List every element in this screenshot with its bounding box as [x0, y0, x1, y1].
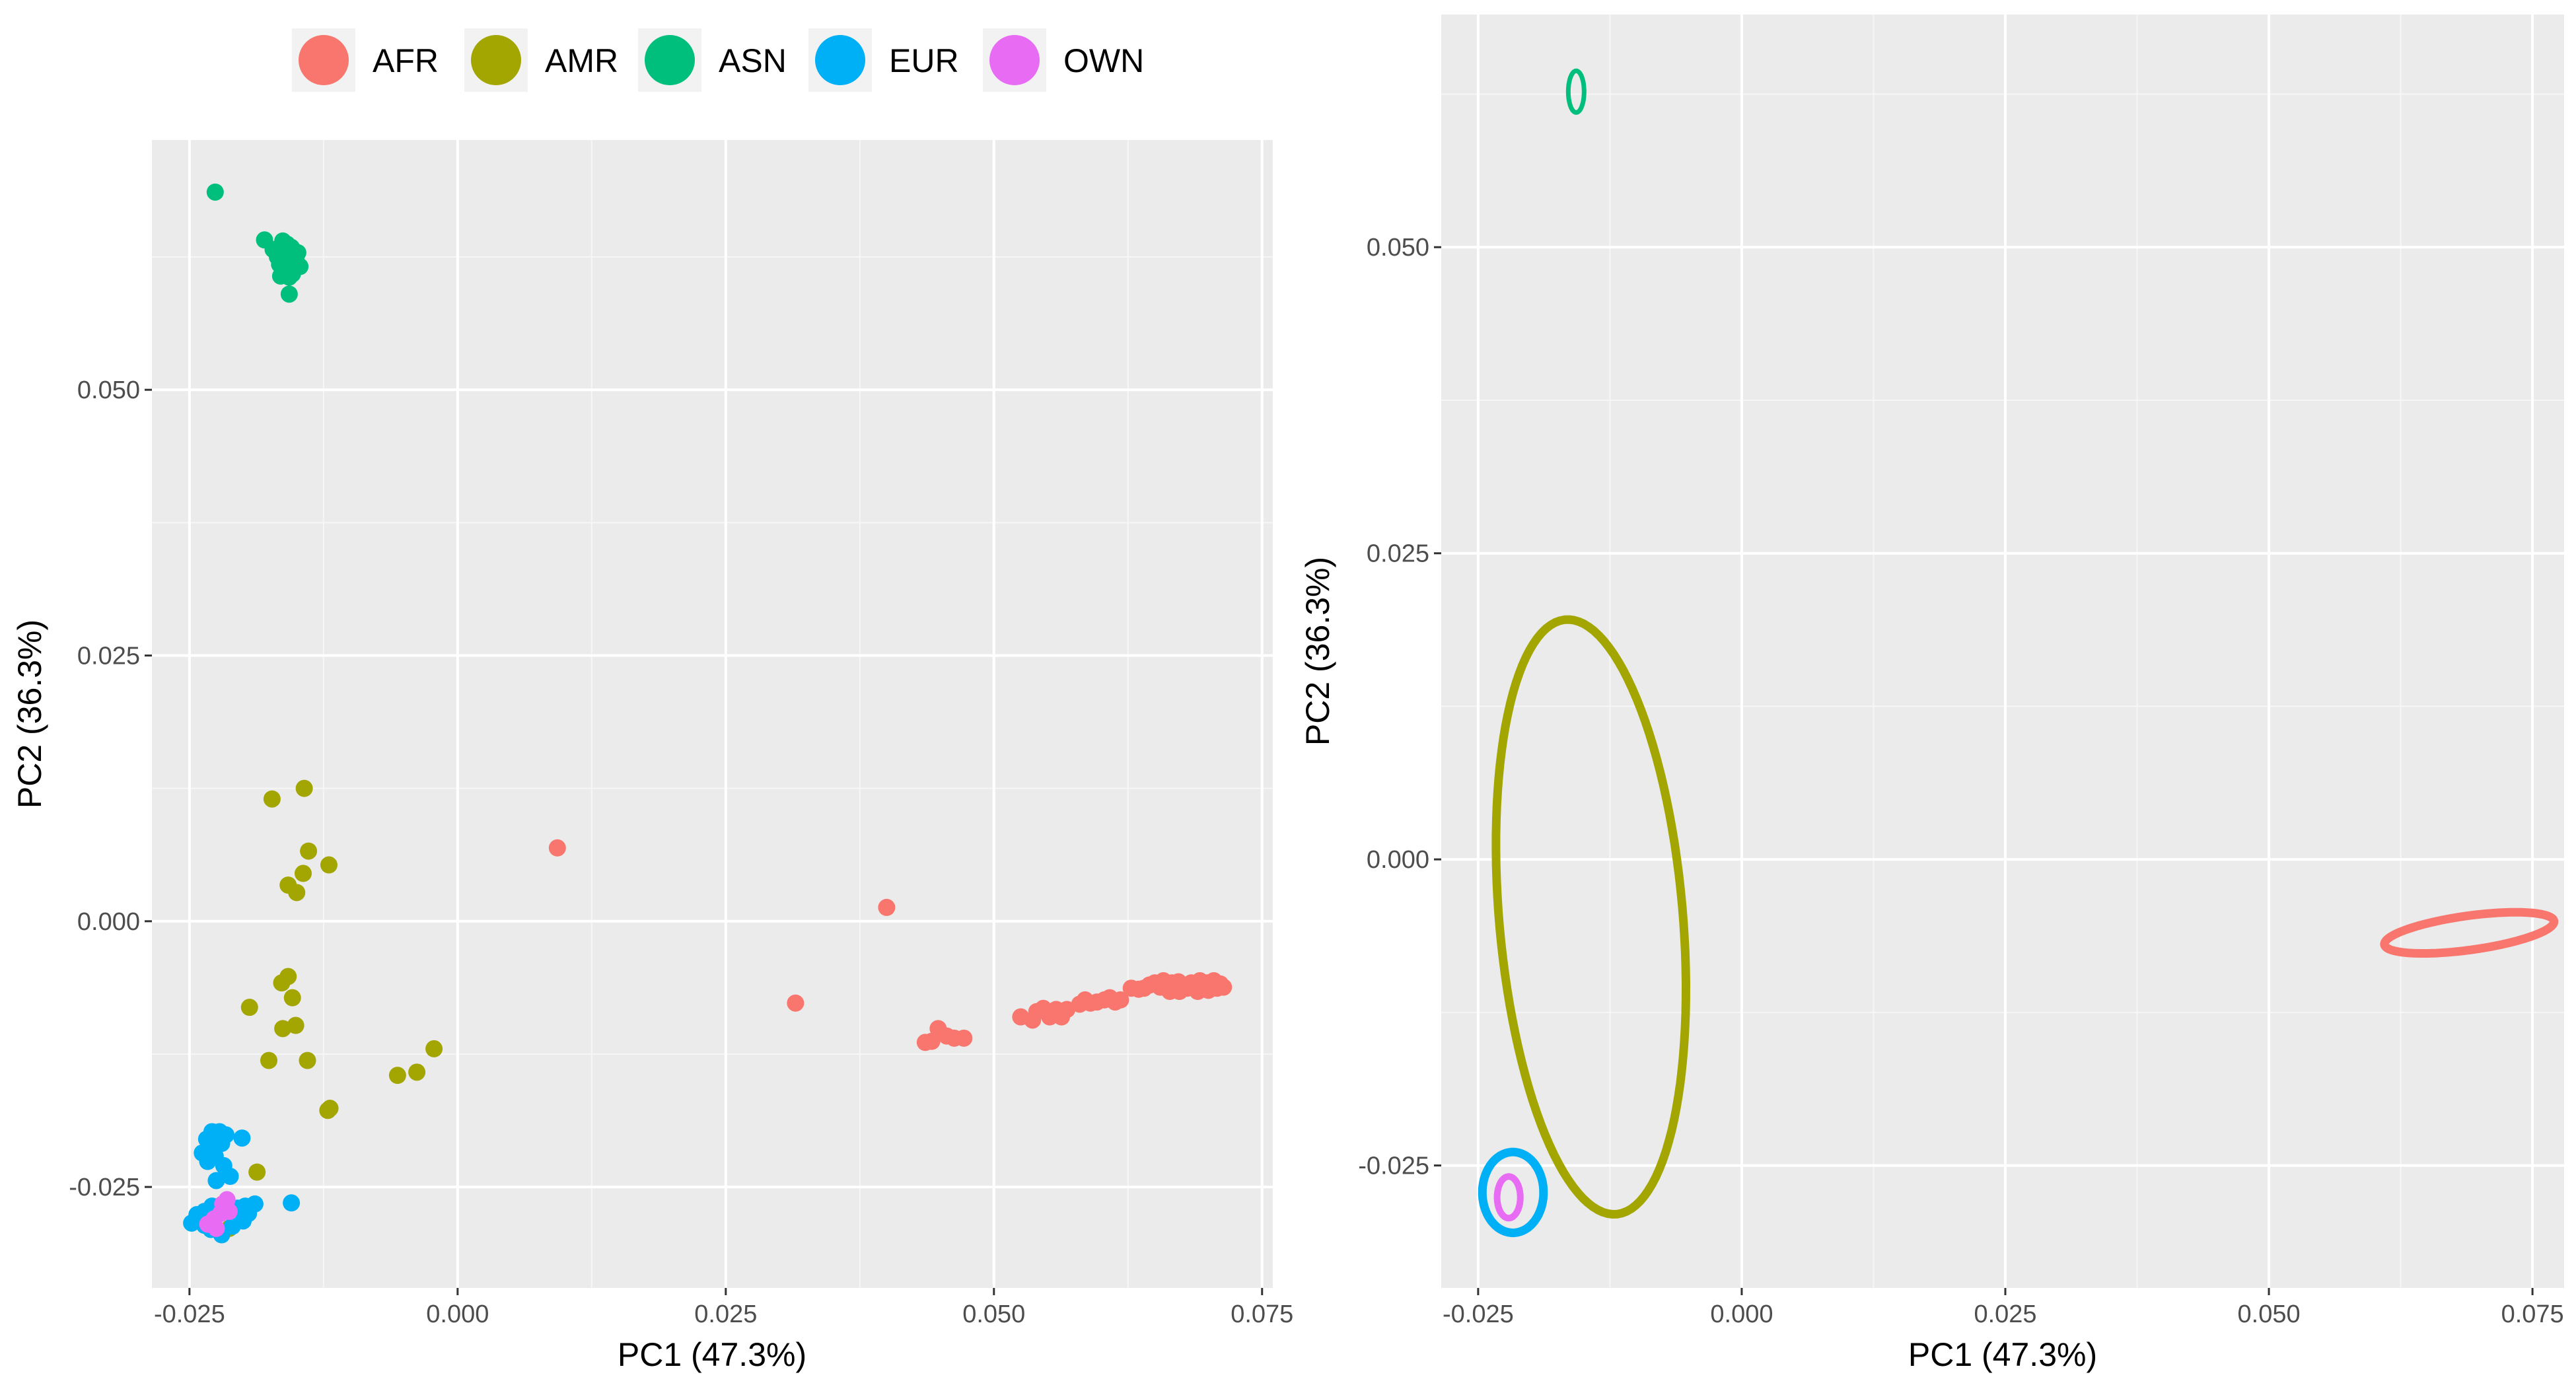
point-amr [388, 1067, 406, 1085]
legend-swatch [471, 35, 521, 85]
point-amr [408, 1063, 426, 1081]
point-amr [319, 1102, 337, 1120]
y-axis-ticks: -0.025 0.000 0.025 0.050 [69, 376, 152, 1201]
legend-label: OWN [1063, 42, 1144, 79]
legend-item-eur: EUR [808, 28, 959, 92]
point-asn [283, 265, 301, 283]
x-axis-label: PC1 (47.3%) [618, 1336, 806, 1373]
point-amr [240, 999, 258, 1016]
x-tick-label: 0.075 [2501, 1300, 2564, 1328]
point-eur [217, 1126, 235, 1144]
x-tick-label: -0.025 [154, 1300, 225, 1328]
point-afr [787, 994, 805, 1012]
point-eur [197, 1130, 215, 1148]
x-tick-label: 0.050 [962, 1300, 1025, 1328]
point-amr [320, 856, 338, 874]
gridlines [1441, 15, 2564, 1288]
y-tick-label: 0.000 [1367, 846, 1429, 874]
y-tick-label: 0.000 [77, 908, 140, 936]
y-axis-label: PC2 (36.3%) [11, 620, 48, 808]
point-amr [283, 989, 301, 1007]
y-tick-label: 0.050 [1367, 234, 1429, 262]
point-amr [279, 968, 297, 985]
point-afr [1112, 991, 1129, 1009]
point-amr [248, 1163, 266, 1181]
legend-swatch [299, 35, 349, 85]
ellipse-asn [1565, 68, 1587, 115]
point-own [207, 1219, 225, 1237]
legend-swatch [815, 35, 865, 85]
y-tick-label: -0.025 [1358, 1153, 1429, 1180]
x-tick-label: 0.000 [1710, 1300, 1773, 1328]
x-axis-label: PC1 (47.3%) [1908, 1336, 2097, 1373]
point-afr [1199, 981, 1217, 999]
y-tick-label: 0.025 [1367, 540, 1429, 568]
point-asn [206, 183, 224, 201]
point-amr [288, 884, 306, 902]
point-amr [295, 779, 313, 797]
ellipse-amr [1491, 615, 1690, 1219]
legend-label: ASN [719, 42, 787, 79]
point-eur [215, 1156, 233, 1174]
confidence-ellipses [1478, 68, 2559, 1238]
point-amr [294, 865, 312, 882]
point-amr [263, 790, 281, 808]
point-afr [955, 1029, 973, 1047]
y-axis-label: PC2 (36.3%) [1299, 557, 1336, 746]
point-eur [207, 1172, 225, 1190]
plot-background [152, 140, 1273, 1288]
x-tick-label: 0.050 [2238, 1300, 2301, 1328]
x-tick-label: 0.025 [1974, 1300, 2036, 1328]
legend: AFR AMR ASN EUR OWN [292, 28, 1144, 92]
point-amr [287, 1016, 304, 1034]
legend-swatch [645, 35, 695, 85]
legend-item-own: OWN [983, 28, 1144, 92]
ellipse-afr [2380, 907, 2559, 958]
plot-background [1441, 15, 2564, 1288]
point-amr [260, 1051, 278, 1069]
x-tick-label: 0.075 [1231, 1300, 1293, 1328]
point-amr [425, 1040, 443, 1057]
x-axis-ticks: -0.025 0.000 0.025 0.050 0.075 [154, 1288, 1293, 1328]
gridlines [152, 140, 1273, 1288]
y-axis-ticks: -0.025 0.000 0.025 0.050 [1358, 234, 1441, 1180]
ellipse-own [1493, 1173, 1524, 1222]
point-afr [923, 1032, 941, 1050]
legend-item-asn: ASN [638, 28, 787, 92]
point-afr [1170, 983, 1188, 1001]
legend-swatch [989, 35, 1040, 85]
ellipse-plot-panel: -0.025 0.000 0.025 0.050 0.075 -0.025 0.000 0.… [1299, 15, 2564, 1373]
point-afr [1058, 1001, 1076, 1018]
legend-label: AMR [545, 42, 618, 79]
point-amr [300, 842, 318, 860]
point-eur [246, 1195, 264, 1213]
point-own [220, 1203, 238, 1221]
x-tick-label: -0.025 [1443, 1300, 1514, 1328]
legend-label: EUR [889, 42, 959, 79]
ellipse-eur [1478, 1147, 1548, 1238]
point-afr [548, 839, 566, 857]
y-tick-label: -0.025 [69, 1174, 140, 1201]
y-tick-label: 0.025 [77, 642, 140, 670]
point-afr [878, 898, 896, 916]
x-tick-label: 0.025 [694, 1300, 757, 1328]
point-amr [274, 1020, 292, 1038]
data-points [183, 183, 1233, 1244]
x-tick-label: 0.000 [426, 1300, 489, 1328]
point-asn [280, 285, 298, 303]
point-eur [283, 1194, 301, 1212]
x-axis-ticks: -0.025 0.000 0.025 0.050 0.075 [1443, 1288, 2564, 1328]
point-asn [278, 235, 296, 253]
legend-item-amr: AMR [464, 28, 618, 92]
legend-item-afr: AFR [292, 28, 439, 92]
point-afr [1215, 978, 1233, 996]
y-tick-label: 0.050 [77, 376, 140, 404]
point-eur [233, 1129, 251, 1147]
legend-label: AFR [373, 42, 439, 79]
point-amr [299, 1051, 316, 1069]
scatter-plot-panel: -0.025 0.000 0.025 0.050 0.075 -0.025 0.000 0.… [11, 140, 1293, 1373]
